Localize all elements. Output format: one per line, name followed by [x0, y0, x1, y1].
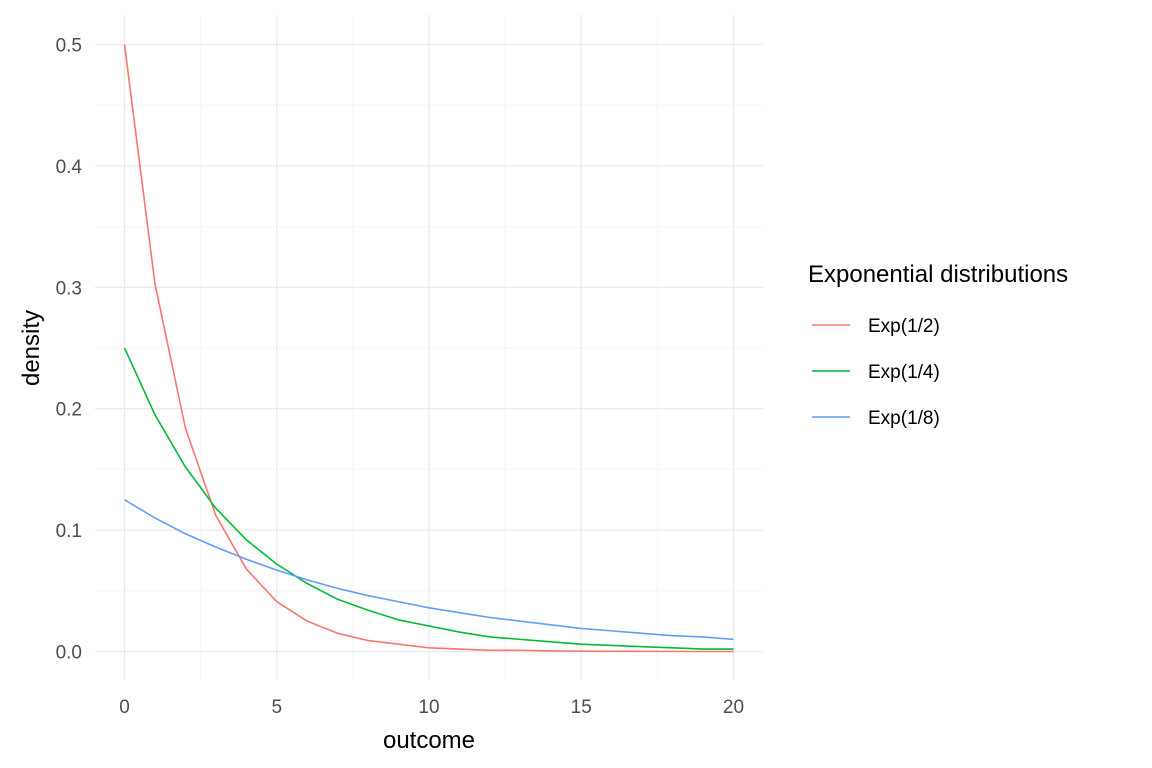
y-axis-ticks: 0.0 0.1 0.2 0.3 0.4 0.5 [56, 36, 83, 664]
y-tick-label: 0.1 [56, 521, 82, 542]
x-tick-label: 15 [571, 697, 592, 718]
y-tick-label: 0.0 [56, 643, 82, 664]
legend-label: Exp(1/4) [868, 362, 940, 383]
x-axis-ticks: 0 5 10 15 20 [119, 697, 744, 718]
series-lines [123, 44, 734, 653]
y-tick-label: 0.4 [56, 157, 83, 178]
x-tick-label: 5 [271, 697, 282, 718]
x-tick-label: 20 [723, 697, 744, 718]
legend-label: Exp(1/8) [868, 408, 940, 429]
series-line-2 [123, 347, 734, 650]
legend: Exponential distributions Exp(1/2)Exp(1/… [808, 261, 1068, 429]
y-tick-label: 0.3 [56, 278, 82, 299]
grid [95, 15, 763, 680]
series-line-3 [124, 499, 734, 641]
x-tick-label: 10 [418, 697, 439, 718]
legend-label: Exp(1/2) [868, 316, 940, 337]
y-tick-label: 0.2 [56, 400, 82, 421]
y-tick-label: 0.5 [56, 36, 82, 57]
legend-items: Exp(1/2) Exp(1/4) Exp(1/8) [812, 316, 940, 429]
legend-title: Exponential distributions [808, 261, 1068, 288]
series-line-1 [123, 44, 734, 653]
x-tick-label: 0 [119, 697, 130, 718]
x-axis-title: outcome [383, 727, 475, 754]
y-axis-title: density [18, 310, 45, 386]
